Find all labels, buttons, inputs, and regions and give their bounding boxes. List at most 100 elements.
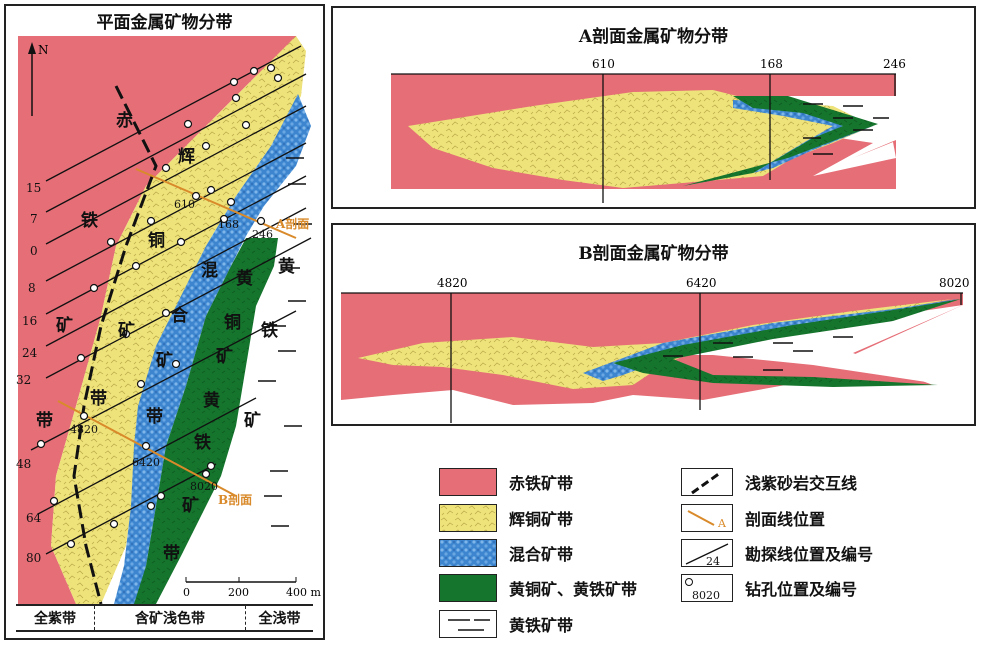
svg-text:200: 200 [228, 586, 249, 599]
plan-zone-labels: 赤 铁 矿 带 辉 铜 矿 带 混 合 矿 带 黄 铜 矿 黄 铁 矿 带 黄 … [36, 110, 295, 564]
section-a-diagram: 610 168 246 [391, 57, 906, 203]
svg-text:A: A [717, 517, 727, 530]
legend-hole: 8020 钻孔位置及编号 [681, 573, 857, 603]
svg-text:铜: 铜 [148, 230, 165, 251]
svg-text:A剖面: A剖面 [275, 216, 309, 231]
svg-text:铁: 铁 [194, 432, 211, 453]
legend-swatch-contact [681, 468, 733, 496]
plan-pyrite-dashes [258, 157, 312, 527]
plan-hole-labels: 610 168 246 4820 6420 8020 [70, 198, 273, 493]
section-a-pyrite-dashes [803, 103, 889, 155]
section-b-chalcopyrite [613, 299, 961, 387]
legend-hematite: 赤铁矿带 [439, 467, 573, 497]
svg-text:15: 15 [26, 181, 41, 195]
plan-chalcopyrite-zone [134, 238, 278, 604]
legend-pyrite: 黄铁矿带 [439, 609, 573, 639]
section-b-hole-label-6420: 6420 [686, 276, 717, 290]
section-a-title: A剖面金属矿物分带 [578, 27, 729, 47]
section-b-pyrite [623, 305, 963, 383]
svg-text:混: 混 [201, 261, 218, 281]
svg-text:7: 7 [30, 212, 38, 226]
north-label: N [38, 43, 49, 57]
svg-text:矿: 矿 [156, 350, 173, 371]
svg-text:80: 80 [26, 551, 41, 565]
plan-line-numbers: 15 7 0 8 16 24 32 48 64 80 [16, 181, 42, 565]
section-a-chalcopyrite [683, 96, 878, 186]
svg-text:铁: 铁 [261, 320, 278, 341]
section-b-diagram: 4820 6420 8020 [341, 276, 970, 423]
legend-chalcocite: 辉铜矿带 [439, 503, 573, 533]
svg-text:48: 48 [16, 457, 31, 471]
svg-text:64: 64 [26, 511, 42, 525]
svg-text:矿: 矿 [182, 495, 199, 516]
svg-text:400 m: 400 m [286, 586, 321, 599]
section-a-chalcocite [408, 90, 873, 188]
svg-text:168: 168 [218, 218, 239, 231]
plan-drill-holes [36, 63, 283, 549]
svg-text:32: 32 [16, 373, 31, 387]
legend-chalcopyrite: 黄铜矿、黄铁矿带 [439, 573, 637, 603]
plan-view-panel: 平面金属矿物分带 [4, 4, 325, 640]
plan-map: N 15 7 0 8 16 24 32 48 64 80 610 168 246… [16, 36, 323, 605]
svg-text:矿: 矿 [216, 346, 233, 367]
legend-section: A 剖面线位置 [681, 503, 825, 533]
svg-text:矿: 矿 [244, 410, 261, 431]
svg-text:黄: 黄 [236, 268, 253, 289]
svg-text:辉: 辉 [178, 147, 195, 167]
svg-text:赤: 赤 [116, 110, 133, 131]
svg-text:黄: 黄 [203, 390, 220, 411]
band-full-purple: 全紫带 [16, 606, 95, 630]
svg-text:24: 24 [22, 346, 38, 360]
svg-text:6420: 6420 [132, 456, 160, 469]
svg-text:610: 610 [174, 198, 195, 211]
svg-text:带: 带 [36, 410, 53, 431]
plan-title: 平面金属矿物分带 [96, 13, 233, 33]
legend-line: 24 勘探线位置及编号 [681, 538, 873, 568]
plan-exploration-lines [30, 45, 312, 555]
plan-hematite-zone [18, 36, 296, 604]
svg-text:4820: 4820 [70, 423, 98, 436]
svg-text:铜: 铜 [224, 312, 241, 333]
legend-mixed: 混合矿带 [439, 538, 573, 568]
svg-text:8: 8 [28, 281, 36, 295]
legend-swatch-mixed [439, 539, 497, 567]
svg-text:带: 带 [163, 543, 180, 564]
svg-text:带: 带 [146, 406, 163, 427]
legend-swatch-chalcocite [439, 504, 497, 532]
plan-section-line-A [135, 168, 297, 239]
plan-chalcocite-zone [51, 36, 306, 604]
plan-mixed-zone [114, 94, 311, 604]
legend-swatch-pyrite [439, 610, 497, 638]
plan-bottom-bands: 全紫带 含矿浅色带 全浅带 [16, 604, 313, 632]
legend: 赤铁矿带 辉铜矿带 混合矿带 黄铜矿、黄铁矿带 黄铁矿带 浅紫砂岩交互线 A 剖… [331, 455, 976, 645]
section-b-title: B剖面金属矿物分带 [578, 244, 729, 264]
svg-text:0: 0 [183, 586, 190, 599]
svg-text:246: 246 [252, 228, 273, 241]
section-a-hole-label-246: 246 [883, 57, 906, 71]
svg-text:带: 带 [90, 388, 107, 409]
svg-text:16: 16 [22, 314, 37, 328]
section-b-panel: B剖面金属矿物分带 4820 6420 8020 [331, 223, 976, 426]
svg-text:黄: 黄 [278, 256, 295, 277]
svg-text:0: 0 [30, 244, 38, 258]
legend-swatch-chalcopyrite [439, 574, 497, 602]
legend-swatch-line: 24 [681, 539, 733, 567]
section-b-hole-label-4820: 4820 [437, 276, 468, 290]
band-ore-light: 含矿浅色带 [95, 606, 246, 630]
svg-text:8020: 8020 [190, 480, 218, 493]
section-a-hole-label-168: 168 [760, 57, 783, 71]
plan-scale-bar: 0 200 400 m [183, 577, 321, 599]
svg-text:8020: 8020 [692, 589, 720, 602]
section-b-pyrite-dashes [663, 336, 853, 371]
legend-swatch-hole: 8020 [681, 574, 733, 602]
section-a-panel: A剖面金属矿物分带 610 168 246 [331, 6, 976, 209]
legend-swatch-hematite [439, 468, 497, 496]
svg-text:铁: 铁 [81, 210, 98, 231]
band-full-light: 全浅带 [258, 611, 301, 627]
svg-text:B剖面: B剖面 [218, 492, 252, 507]
svg-text:24: 24 [706, 555, 720, 567]
plan-section-labels: A剖面 B剖面 [218, 216, 309, 507]
section-a-hole-label-610: 610 [592, 57, 615, 71]
svg-text:矿: 矿 [118, 320, 135, 341]
svg-text:合: 合 [171, 305, 189, 326]
